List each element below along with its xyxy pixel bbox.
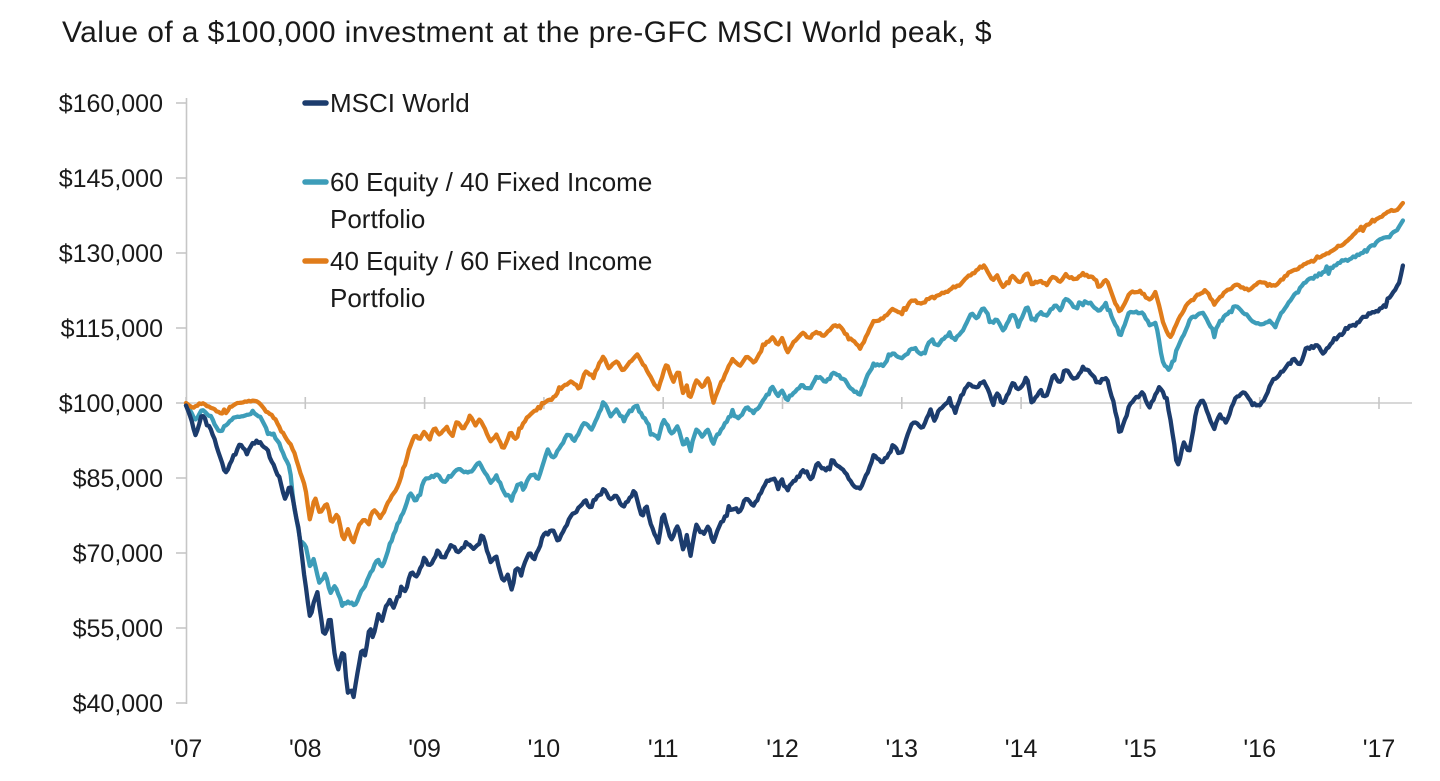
x-tick-label: '10	[528, 735, 561, 763]
y-tick-label: $85,000	[73, 465, 163, 493]
legend-label-60-40-portfolio-line2: Portfolio	[330, 204, 425, 234]
y-tick-label: $100,000	[59, 390, 163, 418]
series-line-msci-world	[183, 263, 1406, 700]
legend: MSCI World 60 Equity / 40 Fixed Income P…	[302, 88, 652, 313]
series-line-40-60-portfolio	[183, 200, 1406, 545]
x-tick-label: '09	[408, 735, 441, 763]
y-axis: $160,000 $145,000 $130,000 $115,000 $100,000…	[59, 90, 186, 718]
x-tick-label: '13	[886, 735, 919, 763]
x-tick-label: '17	[1363, 735, 1396, 763]
y-tick-label: $160,000	[59, 90, 163, 118]
x-tick-label: '12	[766, 735, 799, 763]
chart-title: Value of a $100,000 investment at the pr…	[62, 16, 992, 49]
x-tick-label: '16	[1243, 735, 1276, 763]
y-tick-label: $40,000	[73, 690, 163, 718]
x-tick-label: '15	[1124, 735, 1157, 763]
series-line-60-40-portfolio	[183, 218, 1406, 608]
legend-item-60-40-portfolio: 60 Equity / 40 Fixed Income Portfolio	[302, 167, 652, 234]
x-tick-label: '08	[289, 735, 322, 763]
y-tick-label: $70,000	[73, 540, 163, 568]
legend-item-msci-world: MSCI World	[302, 88, 470, 118]
y-tick-label: $145,000	[59, 165, 163, 193]
x-tick-label: '14	[1005, 735, 1038, 763]
legend-label-40-60-portfolio-line1: 40 Equity / 60 Fixed Income	[330, 246, 652, 276]
y-tick-label: $55,000	[73, 615, 163, 643]
legend-item-40-60-portfolio: 40 Equity / 60 Fixed Income Portfolio	[302, 246, 652, 313]
x-axis: '07 '08 '09 '10 '11 '12 '13 '14 '15 '16 '17	[170, 397, 1396, 763]
y-tick-label: $115,000	[61, 315, 163, 343]
y-tick-label: $130,000	[59, 240, 163, 268]
legend-label-msci-world: MSCI World	[330, 88, 470, 118]
legend-label-60-40-portfolio-line1: 60 Equity / 40 Fixed Income	[330, 167, 652, 197]
x-tick-label: '07	[170, 735, 203, 763]
x-tick-label: '11	[648, 735, 679, 763]
legend-label-40-60-portfolio-line2: Portfolio	[330, 283, 425, 313]
